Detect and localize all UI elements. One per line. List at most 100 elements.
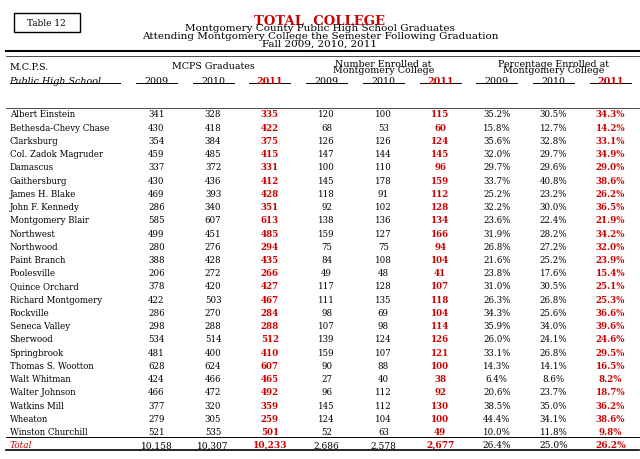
Text: 354: 354	[148, 137, 164, 146]
Text: 535: 535	[205, 427, 221, 436]
Text: Richard Montgomery: Richard Montgomery	[10, 295, 102, 304]
Text: 127: 127	[375, 229, 392, 238]
Text: 107: 107	[375, 348, 392, 357]
Text: 145: 145	[318, 401, 335, 409]
Text: 27.2%: 27.2%	[540, 242, 567, 251]
Text: 276: 276	[205, 242, 221, 251]
Text: 40: 40	[378, 374, 389, 383]
Text: 8.2%: 8.2%	[598, 374, 622, 383]
Text: 14.2%: 14.2%	[596, 123, 625, 132]
Text: 96: 96	[434, 163, 446, 172]
Text: 585: 585	[148, 216, 164, 225]
Text: 35.6%: 35.6%	[483, 137, 511, 146]
Text: Sherwood: Sherwood	[10, 335, 53, 344]
Text: 96: 96	[321, 387, 332, 397]
Text: 25.2%: 25.2%	[540, 255, 567, 264]
Text: 102: 102	[375, 202, 392, 212]
Text: 29.0%: 29.0%	[596, 163, 625, 172]
Text: 35.0%: 35.0%	[540, 401, 567, 409]
Text: 26.0%: 26.0%	[483, 335, 511, 344]
Text: Bethesda-Chevy Chase: Bethesda-Chevy Chase	[10, 123, 109, 132]
Text: 27: 27	[321, 374, 332, 383]
Text: Montgomery Blair: Montgomery Blair	[10, 216, 88, 225]
Text: 33.1%: 33.1%	[483, 348, 511, 357]
Text: 135: 135	[375, 295, 392, 304]
Text: TOTAL  COLLEGE: TOTAL COLLEGE	[255, 15, 385, 28]
Text: 2010: 2010	[371, 77, 396, 86]
Text: 33.7%: 33.7%	[483, 176, 511, 185]
Text: 14.3%: 14.3%	[483, 361, 511, 370]
Text: 53: 53	[378, 123, 388, 132]
Text: 272: 272	[205, 269, 221, 278]
Text: 114: 114	[431, 321, 449, 330]
Text: 613: 613	[261, 216, 279, 225]
Text: 110: 110	[375, 163, 392, 172]
Text: 144: 144	[375, 150, 392, 159]
Text: 28.2%: 28.2%	[540, 229, 568, 238]
Text: 75: 75	[321, 242, 332, 251]
Text: 328: 328	[205, 110, 221, 119]
Text: 266: 266	[261, 269, 279, 278]
Text: 128: 128	[431, 202, 449, 212]
Text: 341: 341	[148, 110, 164, 119]
Text: 145: 145	[431, 150, 449, 159]
Text: 145: 145	[318, 176, 335, 185]
Text: 121: 121	[431, 348, 449, 357]
Text: 126: 126	[431, 335, 449, 344]
Text: 206: 206	[148, 269, 164, 278]
Text: 178: 178	[375, 176, 392, 185]
Text: 115: 115	[431, 110, 449, 119]
Text: 49: 49	[321, 269, 332, 278]
Text: 26.8%: 26.8%	[540, 295, 568, 304]
Text: 465: 465	[261, 374, 279, 383]
Text: 100: 100	[431, 361, 449, 370]
Text: 112: 112	[431, 190, 449, 198]
Text: 8.6%: 8.6%	[543, 374, 564, 383]
Text: 2011: 2011	[597, 77, 623, 86]
Text: 147: 147	[318, 150, 335, 159]
Text: 286: 286	[148, 202, 164, 212]
Text: 52: 52	[321, 427, 332, 436]
Text: 75: 75	[378, 242, 389, 251]
Text: 92: 92	[321, 202, 332, 212]
Text: 451: 451	[205, 229, 221, 238]
Text: 34.2%: 34.2%	[596, 229, 625, 238]
Text: 2010: 2010	[201, 77, 225, 86]
Text: 284: 284	[260, 308, 279, 317]
Text: 384: 384	[205, 137, 221, 146]
Text: 377: 377	[148, 401, 164, 409]
Text: 512: 512	[261, 335, 279, 344]
Text: 26.8%: 26.8%	[483, 242, 511, 251]
Text: 35.9%: 35.9%	[483, 321, 511, 330]
Text: 34.1%: 34.1%	[540, 414, 567, 423]
Text: 166: 166	[431, 229, 449, 238]
Text: Walter Johnson: Walter Johnson	[10, 387, 76, 397]
Text: 305: 305	[205, 414, 221, 423]
Text: Thomas S. Wootton: Thomas S. Wootton	[10, 361, 93, 370]
Text: 400: 400	[205, 348, 221, 357]
Text: 29.7%: 29.7%	[483, 163, 511, 172]
Text: Damascus: Damascus	[10, 163, 54, 172]
Text: 30.0%: 30.0%	[540, 202, 568, 212]
Text: 29.7%: 29.7%	[540, 150, 567, 159]
Text: 111: 111	[318, 295, 335, 304]
Text: Wheaton: Wheaton	[10, 414, 48, 423]
Text: 68: 68	[321, 123, 332, 132]
Text: 34.3%: 34.3%	[483, 308, 511, 317]
Text: Attending Montgomery College the Semester Following Graduation: Attending Montgomery College the Semeste…	[141, 32, 499, 41]
Text: Public High School: Public High School	[10, 77, 102, 86]
Text: 26.2%: 26.2%	[596, 190, 625, 198]
Text: 159: 159	[318, 229, 335, 238]
Text: 88: 88	[378, 361, 389, 370]
Text: 38.6%: 38.6%	[596, 176, 625, 185]
Text: 499: 499	[148, 229, 164, 238]
Text: 607: 607	[205, 216, 221, 225]
Text: 2,578: 2,578	[371, 440, 396, 449]
Text: 26.4%: 26.4%	[483, 440, 511, 449]
Text: Rockville: Rockville	[10, 308, 49, 317]
Text: 36.5%: 36.5%	[596, 202, 625, 212]
Text: 501: 501	[261, 427, 279, 436]
Text: 514: 514	[205, 335, 221, 344]
Text: 18.7%: 18.7%	[596, 387, 625, 397]
Text: 98: 98	[378, 321, 389, 330]
